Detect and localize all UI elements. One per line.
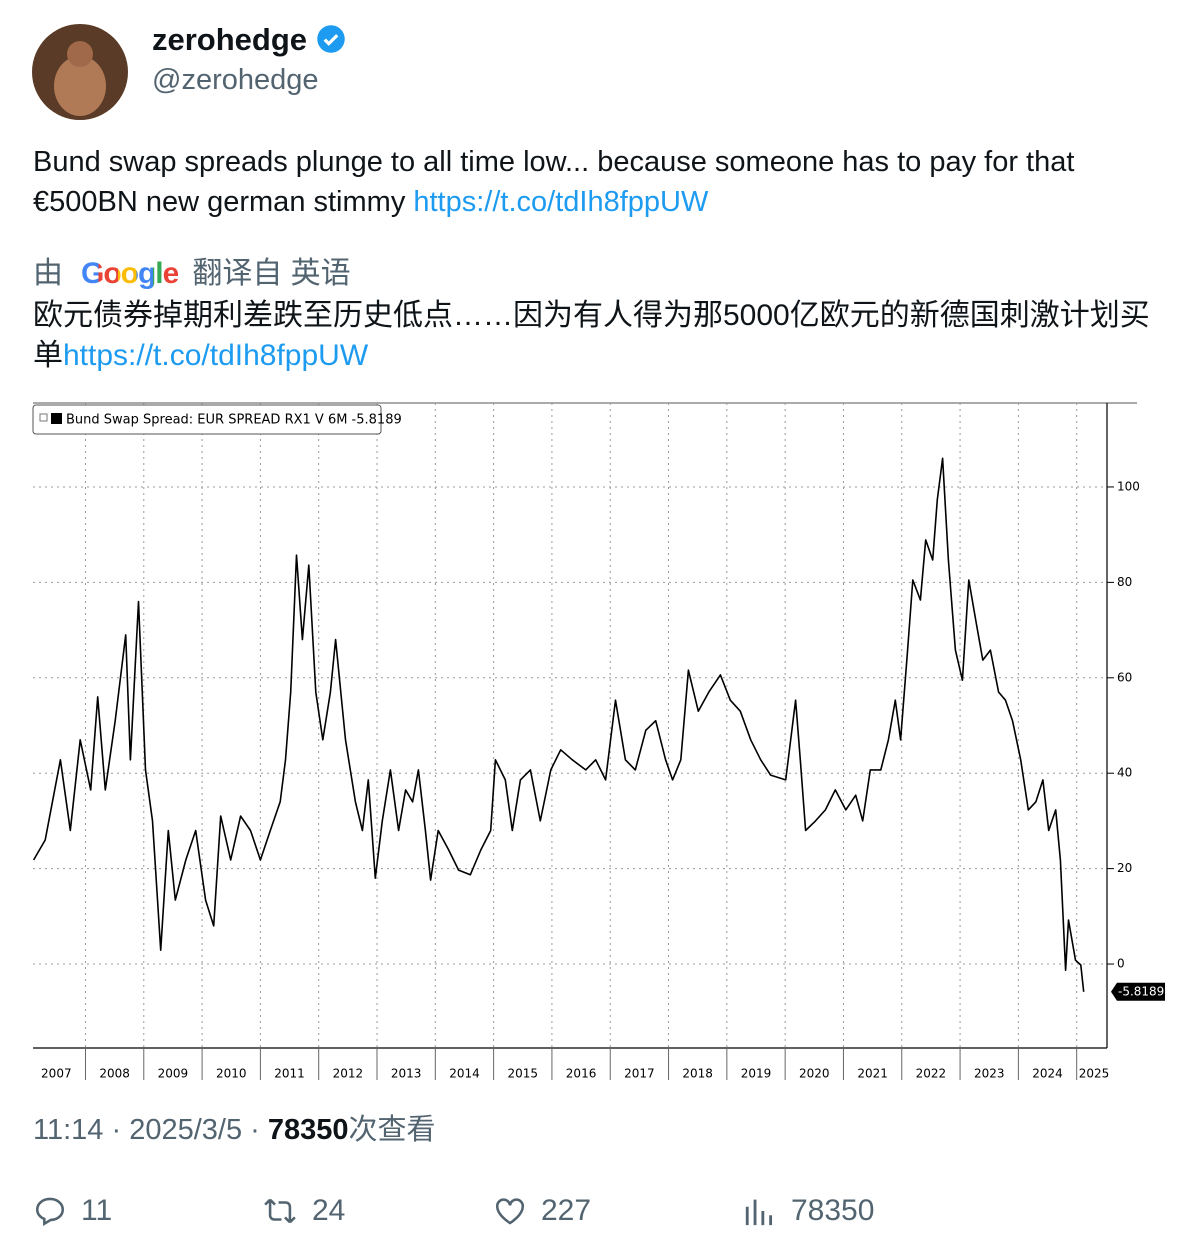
- x-tick-label: 2018: [682, 1067, 713, 1081]
- legend-label: Bund Swap Spread: EUR SPREAD RX1 V 6M -5…: [66, 413, 402, 428]
- view-count: 78350: [267, 1114, 349, 1146]
- translation-text: 欧元债券掉期利差跌至历史低点……因为有人得为那5000亿欧元的新德国刺激计划买单…: [33, 296, 1173, 376]
- y-tick-label: 60: [1117, 670, 1132, 684]
- x-tick-label: 2015: [507, 1067, 538, 1081]
- translation-body: 欧元债券掉期利差跌至历史低点……因为有人得为那5000亿欧元的新德国刺激计划买单: [33, 299, 1150, 372]
- x-tick-label: 2021: [857, 1067, 888, 1081]
- tweet-link[interactable]: https://t.co/tdIh8fppUW: [413, 186, 709, 218]
- views-count: 78350: [791, 1194, 875, 1227]
- x-tick-label: 2024: [1032, 1067, 1063, 1081]
- verified-badge: [316, 25, 345, 53]
- chart[interactable]: 0 20 40 60 80 100 2007 2008 2009 2010 2011 2012 2013…: [0, 395, 1196, 1085]
- tweet-text: Bund swap spreads plunge to all time low…: [33, 142, 1173, 222]
- axes: 0 20 40 60 80 100 2007 2008 2009 2010 2011 2012 2013…: [33, 402, 1140, 1081]
- last-value-box: [1111, 982, 1165, 1001]
- y-tick-label: 20: [1117, 861, 1132, 875]
- x-tick-label: 2010: [216, 1067, 247, 1081]
- x-tick-label: 2020: [799, 1067, 830, 1081]
- retweet-count: 24: [312, 1194, 346, 1227]
- like-button[interactable]: 227: [493, 1194, 591, 1228]
- tweet-body: Bund swap spreads plunge to all time low…: [33, 146, 1075, 218]
- author-handle[interactable]: @zerohedge: [152, 64, 319, 96]
- reply-button[interactable]: 11: [33, 1194, 112, 1228]
- reply-icon: [35, 1197, 65, 1227]
- y-tick-label: 40: [1117, 766, 1132, 780]
- retweet-icon: [264, 1198, 296, 1224]
- tweet-meta: 11:14 · 2025/3/5 · 78350次查看: [33, 1114, 436, 1146]
- x-tick-label: 2025: [1079, 1067, 1110, 1081]
- y-tick-label: 0: [1117, 957, 1125, 971]
- legend-swatch: [51, 413, 62, 424]
- x-tick-label: 2012: [333, 1067, 364, 1081]
- author-name-text[interactable]: zerohedge: [152, 22, 308, 57]
- x-tick-label: 2017: [624, 1067, 655, 1081]
- series-line: [32, 457, 1085, 992]
- translation-by: 由: [33, 257, 63, 290]
- retweet-button[interactable]: 24: [262, 1194, 345, 1228]
- legend-expand: [39, 413, 48, 422]
- x-tick-label: 2022: [916, 1067, 947, 1081]
- author-name[interactable]: zerohedge: [152, 22, 346, 58]
- reply-count: 11: [81, 1194, 113, 1227]
- views-icon: [745, 1199, 773, 1226]
- x-tick-label: 2023: [974, 1067, 1005, 1081]
- views-button[interactable]: 78350: [743, 1194, 874, 1228]
- y-tick-label: 80: [1117, 575, 1132, 589]
- x-tick-label: 2019: [741, 1067, 772, 1081]
- tweet-date[interactable]: 2025/3/5: [129, 1114, 243, 1146]
- translation-link[interactable]: https://t.co/tdIh8fppUW: [63, 339, 369, 372]
- translation-from: 翻译自 英语: [192, 257, 351, 290]
- x-tick-label: 2014: [449, 1067, 480, 1081]
- x-tick-label: 2016: [566, 1067, 597, 1081]
- x-tick-label: 2008: [99, 1067, 130, 1081]
- x-tick-label: 2009: [158, 1067, 189, 1081]
- translation-attribution: 由 Google 翻译自 英语: [33, 248, 351, 292]
- y-tick-label: 100: [1117, 479, 1140, 493]
- legend-box: [32, 404, 382, 435]
- google-logo[interactable]: Google: [81, 257, 179, 290]
- x-tick-label: 2013: [391, 1067, 422, 1081]
- x-tick-label: 2011: [274, 1067, 305, 1081]
- like-icon: [495, 1198, 525, 1225]
- avatar[interactable]: [32, 24, 128, 120]
- last-value-label: -5.8189: [1118, 984, 1164, 998]
- like-count: 227: [541, 1194, 592, 1227]
- tweet-time[interactable]: 11:14: [33, 1114, 104, 1146]
- x-tick-label: 2007: [41, 1067, 72, 1081]
- view-label: 次查看: [348, 1114, 436, 1146]
